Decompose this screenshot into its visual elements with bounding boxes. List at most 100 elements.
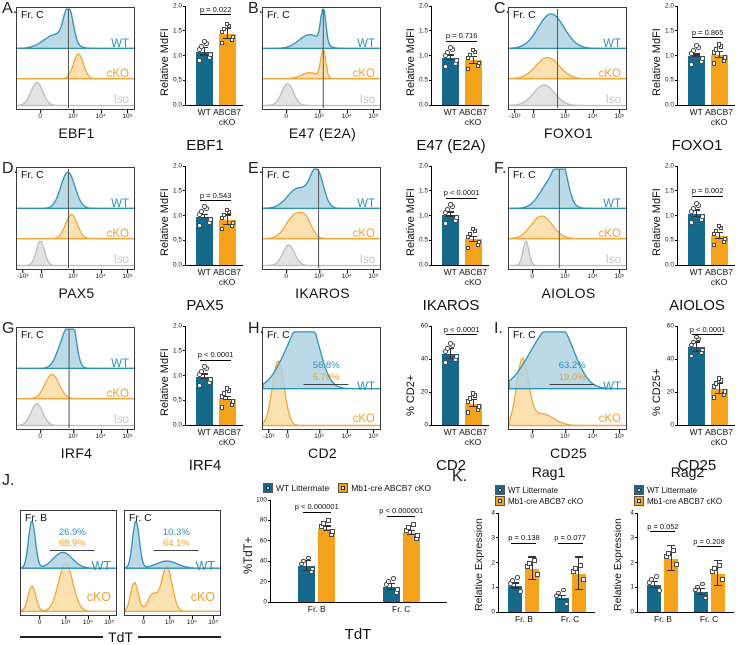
y-tick-label: 20 [666,388,674,396]
wt-curve-label: WT [111,198,129,211]
error-bar [472,400,474,407]
flow-histogram-block: Fr. C WT cKO Iso 0 10³ 10⁴ 10⁵ EBF1 [16,7,137,141]
bar-chart-title: E47 (E2A) [416,137,486,154]
data-point [196,57,202,63]
error-bar-cap [715,238,724,240]
bar-chart-title: IKAROS [422,297,480,314]
flow-histogram: Fr. C WT cKO Iso [262,7,381,110]
x-tick-label: 0 [38,110,42,120]
bar [195,51,213,105]
cko-swatch-icon [634,496,644,506]
y-tick-mark [428,358,432,360]
data-point [207,51,213,57]
error-bar-cap [713,584,722,587]
y-tick-mark [428,55,432,56]
category-label: WT [443,267,457,277]
data-point [703,595,708,601]
bar [664,558,679,612]
x-tick-label: 0 [38,430,42,440]
data-point [219,226,225,232]
bar-chart-title: TdT [344,626,372,643]
y-tick-label: 60 [420,322,428,330]
flow-histogram: Fr. C WT cKO Iso [16,327,135,430]
error-bar-cap [696,594,705,596]
iso-curve-label: Iso [113,413,129,426]
wt-curve-label: WT [603,38,621,51]
panel-letter: I. [494,320,503,337]
y-tick-mark [674,5,678,7]
data-point [394,587,400,592]
error-bar-cap [302,570,311,572]
data-point [442,64,448,69]
figure-panel: I. Fr. C 63.2% 19.0% WT cKO 0 10³ 10⁴ 10⁵ C… [492,320,738,480]
data-point [444,206,450,212]
category-label: WT [197,267,211,277]
significance-line [696,546,722,548]
data-point [712,566,717,571]
cko-percentage: 19.0% [558,371,586,383]
p-value-label: p = 0.052 [647,521,679,531]
panel-letter: A. [2,0,18,17]
y-tick-label: 0.0 [172,421,182,429]
wt-percentage: 56.8% [312,360,340,372]
significance-line [446,40,478,42]
y-tick-mark [267,560,271,562]
data-point [198,43,204,49]
error-bar [531,557,534,580]
data-point [453,354,459,360]
tdt-histograms: Fr. B 26.9% 68.9% WT cKO 0 10³ 10⁴ 10⁵ Fr. … [20,510,221,628]
cko-percentage: 5.70% [312,371,340,383]
significance-line [387,515,416,517]
tdt-histogram-frb: Fr. B 26.9% 68.9% WT cKO 0 10³ 10⁴ 10⁵ [20,510,117,628]
y-tick-mark [182,325,186,327]
error-bar [203,47,205,56]
y-tick-mark [674,215,678,216]
y-tick-mark [182,239,186,241]
wt-curve-label: WT [111,38,129,51]
y-tick-label: 1.0 [664,52,674,59]
category-label: ABCB7 cKO [213,267,241,287]
bar-chart-block: Relative MdFI 0.0 0.5 1.0 1.5 2.0 WT ABCB7 cKO… [640,160,738,320]
x-tick-label: -10³ [508,110,521,120]
error-bar [410,530,412,535]
rag-charts: Rag1 WT Littermate Mb1-cre ABCB7 cKO Rel… [468,464,738,645]
y-tick-mark [674,325,678,327]
significance-line [200,200,232,202]
hist-x-label: PAX5 [58,285,95,301]
data-point [564,601,569,607]
bar-chart-block: Relative MdFI 0.0 0.5 1.0 1.5 2.0 WT ABCB7 cKO… [394,0,492,160]
x-tick-label: 10⁴ [186,616,197,626]
legend-label: Mb1-cre ABCB7 cKO [508,496,584,506]
data-point [447,201,453,207]
x-tick-label: 10³ [60,616,71,626]
y-tick-label: 0.5 [172,236,182,244]
flow-histogram: Fr. C 63.2% 19.0% WT cKO [508,327,627,430]
flow-histogram: Fr. C WT cKO Iso [16,7,135,110]
bar-chart-block: Relative MdFI 0.0 0.5 1.0 1.5 2.0 WT ABCB7 cKO… [148,0,246,160]
wt-curve-label: WT [357,380,375,393]
wt-swatch-icon [262,483,273,493]
data-point [221,212,227,218]
data-point [465,66,471,72]
error-bar [718,383,720,394]
cko-curve-label: cKO [598,412,621,425]
data-point [688,61,694,67]
x-tick-label: 10³ [560,110,570,120]
data-point [690,206,696,212]
category-label: Fr. C [560,614,580,624]
cko-swatch-icon [495,496,505,506]
flow-histogram-block: Fr. C WT cKO Iso 0 10³ 10⁴ 10⁵ E47 (E2A) [262,7,383,141]
x-tick-label: 10⁴ [587,110,598,120]
data-point [444,346,450,352]
data-point [442,220,448,226]
hist-x-label: AIOLOS [541,285,596,301]
p-value-label: p = 0.716 [445,31,478,40]
error-bar-cap [574,556,583,558]
data-point [219,40,225,46]
data-point [196,222,202,228]
data-point [405,525,411,530]
bar-chart-title: FOXO1 [671,137,723,154]
data-point [330,528,336,534]
y-tick-label: 0.0 [172,261,182,269]
error-bar [203,374,205,380]
